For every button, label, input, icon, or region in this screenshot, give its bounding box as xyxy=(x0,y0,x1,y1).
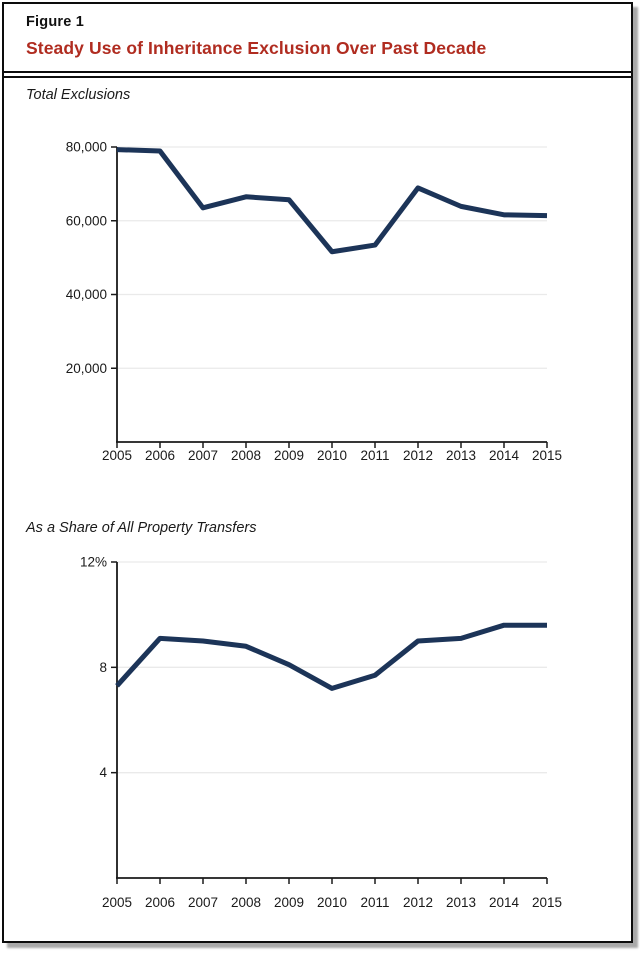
chart2-title: As a Share of All Property Transfers xyxy=(26,520,257,536)
x-tick-label: 2006 xyxy=(145,448,175,463)
y-tick-label: 20,000 xyxy=(66,361,107,376)
y-tick-label: 4 xyxy=(99,765,107,780)
y-tick-label: 60,000 xyxy=(66,213,107,228)
x-tick-label: 2005 xyxy=(102,448,132,463)
x-tick-label: 2012 xyxy=(403,895,433,910)
x-tick-label: 2009 xyxy=(274,895,304,910)
x-tick-label: 2005 xyxy=(102,895,132,910)
x-tick-label: 2009 xyxy=(274,448,304,463)
share-of-transfers-line-chart: 4 8 12% 2005 2006 2007 2008 2009 2010 2011 2012 201… xyxy=(80,555,562,911)
data-series-line xyxy=(115,622,547,691)
x-tick-label: 2015 xyxy=(532,448,562,463)
x-tick-label: 2008 xyxy=(231,895,261,910)
y-tick-label: 8 xyxy=(99,660,107,675)
figure-number-label: Figure 1 xyxy=(26,14,84,30)
x-tick-label: 2010 xyxy=(317,895,347,910)
x-tick-label: 2013 xyxy=(446,895,476,910)
x-tick-label: 2013 xyxy=(446,448,476,463)
x-tick-label: 2007 xyxy=(188,895,218,910)
chart1-title: Total Exclusions xyxy=(26,87,131,103)
y-tick-label: 40,000 xyxy=(66,287,107,302)
x-tick-label: 2015 xyxy=(532,895,562,910)
x-tick-label: 2007 xyxy=(188,448,218,463)
x-tick-label: 2011 xyxy=(360,895,389,910)
data-series-line xyxy=(116,147,548,255)
figure-content: Figure 1 Steady Use of Inheritance Exclu… xyxy=(4,4,631,941)
x-tick-label: 2010 xyxy=(317,448,347,463)
y-tick-label: 12% xyxy=(80,555,107,570)
total-exclusions-line-chart: 20,000 40,000 60,000 80,000 2005 2006 2007 2008… xyxy=(66,140,562,464)
y-tick-label: 80,000 xyxy=(66,140,107,155)
x-tick-label: 2014 xyxy=(489,895,520,910)
x-tick-label: 2014 xyxy=(489,448,520,463)
x-tick-label: 2006 xyxy=(145,895,175,910)
x-tick-label: 2012 xyxy=(403,448,433,463)
header-divider-rule xyxy=(4,71,631,78)
x-tick-label: 2011 xyxy=(360,448,389,463)
figure-title: Steady Use of Inheritance Exclusion Over… xyxy=(26,38,487,58)
figure-panel: Figure 1 Steady Use of Inheritance Exclu… xyxy=(2,2,633,943)
x-tick-label: 2008 xyxy=(231,448,261,463)
